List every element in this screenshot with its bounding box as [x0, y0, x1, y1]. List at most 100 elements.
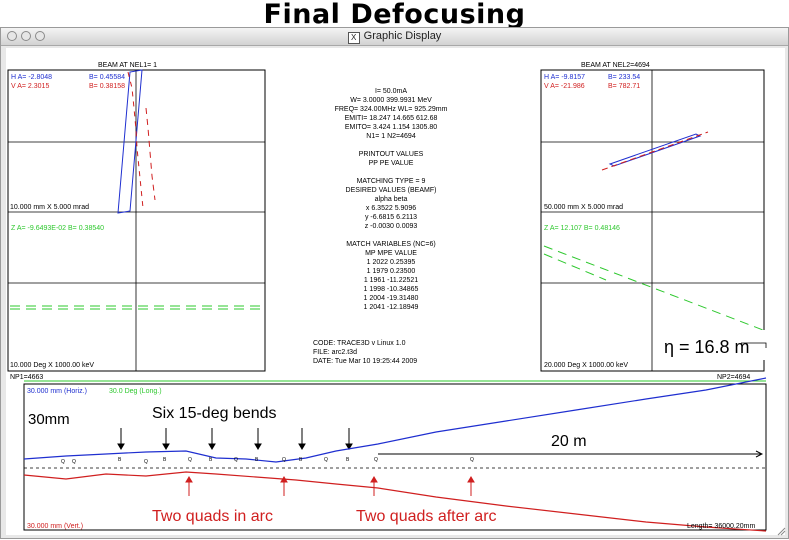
right-vertical-ellipse — [601, 131, 709, 171]
eta-leader — [741, 342, 767, 348]
left-panel-header: BEAM AT NEL1= 1 — [98, 62, 157, 69]
desired-row: y -6.6815 6.2113 — [365, 214, 417, 221]
svg-text:Q: Q — [470, 457, 474, 463]
match-row: 1 2041 -12.18949 — [364, 304, 419, 311]
beam-line-1: W= 3.0000 399.9931 MeV — [350, 97, 432, 104]
svg-text:B: B — [163, 457, 167, 463]
label-20m: 20 m — [551, 433, 587, 450]
x11-icon: X — [347, 32, 360, 44]
right-phase-panel: BEAM AT NEL2=4694 H A= -9.8157 B= 233.54… — [540, 62, 767, 372]
run-info: CODE: TRACE3D v Linux 1.0 FILE: arc2.t3d… — [313, 340, 417, 365]
left-h-alpha: H A= -2.8048 — [11, 74, 52, 81]
right-panel-header: BEAM AT NEL2=4694 — [581, 62, 650, 69]
trace3d-canvas: BEAM AT NEL1= 1 H A= -2.8048 B= 0.45584 … — [6, 48, 785, 535]
beam-line-4: EMITO= 3.424 1.154 1305.80 — [345, 124, 437, 131]
matching-type: MATCHING TYPE = 9 — [357, 178, 426, 185]
desired-row: z -0.0030 0.0093 — [365, 223, 418, 230]
printout-cols: PP PE VALUE — [369, 160, 414, 167]
left-horizontal-ellipse — [117, 69, 143, 214]
right-scale-top: 50.000 mm X 5.000 mrad — [544, 204, 623, 211]
dimension-arrow — [755, 450, 764, 458]
length-label: Length= 36000.20mm — [687, 523, 755, 530]
svg-text:Q: Q — [188, 457, 192, 463]
right-z-params: Z A= 12.107 B= 0.48146 — [544, 225, 620, 232]
minimize-icon[interactable] — [21, 31, 31, 41]
trace3d-plot: BEAM AT NEL1= 1 H A= -2.8048 B= 0.45584 … — [7, 62, 767, 532]
close-icon[interactable] — [7, 31, 17, 41]
svg-text:B: B — [346, 457, 350, 463]
desired-row: x 6.3522 5.9096 — [366, 205, 416, 212]
match-row: 1 1979 0.23500 — [367, 268, 416, 275]
beam-line-2: FREQ= 324.00MHz WL= 925.29mm — [335, 106, 448, 113]
beam-line-3: EMITI= 18.247 14.665 612.68 — [345, 115, 438, 122]
zoom-icon[interactable] — [35, 31, 45, 41]
label-30mm: 30mm — [28, 411, 70, 428]
desired-title: DESIRED VALUES (BEAMF) — [346, 187, 437, 194]
file-line: FILE: arc2.t3d — [313, 349, 357, 356]
svg-text:B: B — [118, 457, 122, 463]
left-scale-bottom: 10.000 Deg X 1000.00 keV — [10, 362, 94, 369]
svg-text:Q: Q — [61, 459, 65, 465]
match-row: 1 2004 -19.31480 — [364, 295, 419, 302]
left-vertical-ellipse-b — [145, 107, 156, 201]
beamline-plot: NP1=4663 NP2=4694 30.000 mm (Horiz.) 30.… — [10, 374, 767, 532]
left-phase-panel: BEAM AT NEL1= 1 H A= -2.8048 B= 0.45584 … — [7, 62, 266, 372]
label-quads-arc: Two quads in arc — [152, 508, 273, 525]
graphic-display-window: X Graphic Display BEAM AT NEL1= 1 H A= -2… — [0, 27, 789, 539]
vertical-envelope — [23, 471, 767, 532]
svg-text:Q: Q — [144, 459, 148, 465]
match-title: MATCH VARIABLES (NC=6) — [346, 241, 435, 248]
eta-box — [659, 330, 767, 360]
date-line: DATE: Tue Mar 10 19:25:44 2009 — [313, 358, 417, 365]
svg-text:Q: Q — [282, 457, 286, 463]
match-row: 1 1998 -10.34865 — [364, 286, 419, 293]
label-quads-after: Two quads after arc — [356, 508, 497, 525]
eta-label: η = 16.8 m — [664, 337, 750, 357]
left-z-params: Z A= -9.6493E-02 B= 0.38540 — [11, 225, 104, 232]
slide-title: Final Defocusing — [263, 0, 526, 30]
beam-line-0: I= 50.0mA — [375, 88, 407, 95]
window-title-text: Graphic Display — [363, 30, 442, 42]
match-row: 1 1961 -11.22521 — [364, 277, 418, 284]
left-v-alpha: V A= 2.3015 — [11, 83, 49, 90]
np1-label: NP1=4663 — [10, 374, 43, 381]
right-h-beta: B= 233.54 — [608, 74, 640, 81]
bend-arrows — [117, 428, 353, 450]
center-output-text: I= 50.0mA W= 3.0000 399.9931 MeV FREQ= 3… — [335, 88, 448, 311]
desired-cols: alpha beta — [375, 196, 408, 203]
left-vertical-ellipse-a — [127, 71, 144, 209]
right-scale-bottom: 20.000 Deg X 1000.00 keV — [544, 362, 628, 369]
left-scale-top: 10.000 mm X 5.000 mrad — [10, 204, 89, 211]
right-h-alpha: H A= -9.8157 — [544, 74, 585, 81]
match-cols: MP MPE VALUE — [365, 250, 417, 257]
svg-text:Q: Q — [324, 457, 328, 463]
label-bends: Six 15-deg bends — [152, 405, 277, 422]
code-line: CODE: TRACE3D v Linux 1.0 — [313, 340, 406, 347]
svg-text:B: B — [299, 457, 303, 463]
right-horizontal-ellipse — [608, 133, 702, 167]
beam-line-5: N1= 1 N2=4694 — [366, 133, 416, 140]
svg-text:Q: Q — [374, 457, 378, 463]
svg-text:B: B — [255, 457, 259, 463]
resize-grip-icon[interactable] — [776, 526, 786, 536]
match-row: 1 2022 0.25395 — [367, 259, 416, 266]
svg-text:Q: Q — [72, 459, 76, 465]
svg-text:Q: Q — [234, 457, 238, 463]
left-h-beta: B= 0.45584 — [89, 74, 125, 81]
np2-label: NP2=4694 — [717, 374, 750, 381]
vert-scale-label: 30.000 mm (Vert.) — [27, 523, 83, 530]
horiz-scale-label: 30.000 mm (Horiz.) — [27, 388, 87, 395]
right-longitudinal-ellipse — [543, 245, 764, 331]
window-titlebar[interactable]: X Graphic Display — [1, 28, 788, 46]
window-title: X Graphic Display — [1, 28, 788, 45]
right-longitudinal-ellipse — [543, 253, 607, 281]
right-panel-frame — [540, 69, 765, 372]
quad-arrows — [185, 476, 475, 496]
right-v-beta: B= 782.71 — [608, 83, 640, 90]
long-scale-label: 30.0 Deg (Long.) — [109, 388, 162, 395]
printout-title: PRINTOUT VALUES — [359, 151, 424, 158]
svg-text:B: B — [209, 457, 213, 463]
horizontal-envelope — [23, 377, 767, 463]
left-panel-frame — [7, 69, 266, 372]
